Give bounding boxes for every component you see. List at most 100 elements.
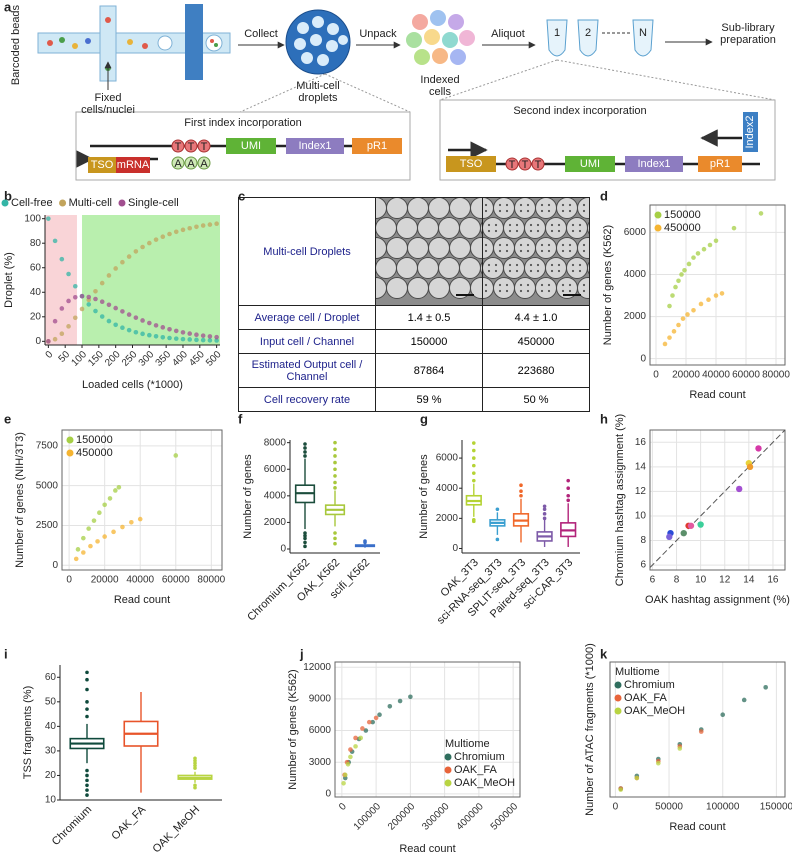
cell-dot xyxy=(540,209,544,213)
droplet xyxy=(459,217,481,239)
y-axis-label: TSS fragments (%) xyxy=(22,686,34,780)
cell-dot xyxy=(484,289,488,293)
cell-dot xyxy=(582,249,586,253)
cell-dot xyxy=(547,289,551,293)
y-tick-label: 10 xyxy=(45,795,57,806)
panel-frame xyxy=(609,661,786,798)
droplet xyxy=(428,277,450,299)
data-point xyxy=(370,719,375,725)
cell-dot xyxy=(568,209,572,213)
data-point xyxy=(701,246,707,252)
block-label: pR1 xyxy=(367,140,387,152)
inset-title: First index incorporation xyxy=(184,117,301,129)
data-point xyxy=(52,238,58,244)
mrna-block xyxy=(116,157,150,173)
droplet xyxy=(428,237,450,259)
droplet-label: Multi-cell droplets xyxy=(296,80,340,104)
outlier xyxy=(472,463,476,468)
table-cell: 1.4 ± 0.5 xyxy=(375,305,483,330)
data-point xyxy=(46,216,51,221)
data-point xyxy=(79,306,85,312)
outlier xyxy=(333,536,337,541)
panel-label: e xyxy=(4,411,11,426)
data-point xyxy=(95,539,100,544)
droplet xyxy=(407,197,429,219)
cell-dot xyxy=(505,209,509,213)
tso-block xyxy=(88,157,116,173)
data-point xyxy=(93,296,98,302)
image-cell xyxy=(365,197,502,306)
cell-dot xyxy=(571,263,575,267)
block-label: mRNA xyxy=(117,159,150,171)
cells-label: Indexed cells xyxy=(420,74,460,98)
y-axis-label: Number of genes xyxy=(242,454,254,539)
tubes xyxy=(546,19,654,57)
data-point xyxy=(52,318,58,324)
pr1-block xyxy=(698,156,742,172)
droplet xyxy=(514,197,536,219)
y-tick-label: 4000 xyxy=(624,269,647,280)
data-point xyxy=(200,223,206,228)
y-tick-label: 9000 xyxy=(309,694,332,705)
droplet xyxy=(480,217,502,239)
block-label: Index1 xyxy=(298,140,331,152)
data-point xyxy=(676,322,681,328)
droplet xyxy=(396,217,418,239)
droplet xyxy=(472,197,494,219)
data-point xyxy=(137,516,143,522)
x-tick-label: 300 xyxy=(137,349,157,369)
data-point xyxy=(113,266,118,271)
y-tick-label: 40 xyxy=(30,287,42,298)
cell-dot xyxy=(487,223,491,227)
tube-label: 1 xyxy=(554,27,560,39)
data-point xyxy=(147,320,152,326)
data-point xyxy=(153,333,159,339)
y-tick-label: 6000 xyxy=(309,725,332,736)
data-point xyxy=(111,529,116,535)
cell-dot xyxy=(550,263,554,267)
outlier xyxy=(542,504,547,509)
droplet xyxy=(438,217,460,239)
data-point xyxy=(207,334,213,339)
data-point xyxy=(200,333,206,338)
data-point xyxy=(719,291,725,296)
y-axis-label: Number of genes (NIH/3T3) xyxy=(14,432,26,568)
table-cell: Estimated Output cell / Channel xyxy=(238,353,376,388)
cell-dot xyxy=(498,209,502,213)
droplet xyxy=(386,237,408,259)
block-label: Index1 xyxy=(637,158,670,170)
outlier xyxy=(472,518,476,522)
cell-dot xyxy=(508,263,512,267)
panel-border xyxy=(609,661,786,798)
data-point xyxy=(194,332,199,337)
data-point xyxy=(59,256,65,262)
data-point xyxy=(397,698,403,704)
data-point xyxy=(99,280,105,286)
droplet xyxy=(449,197,471,219)
droplet xyxy=(503,257,525,279)
droplet xyxy=(396,257,418,279)
base: T xyxy=(535,159,542,171)
data-point xyxy=(348,754,353,760)
y-tick-label: 20 xyxy=(45,770,57,781)
y-tick-label: 8 xyxy=(640,535,646,546)
droplet xyxy=(493,197,515,219)
legend-marker xyxy=(614,694,622,702)
cell-dot xyxy=(557,269,561,273)
cell-dot xyxy=(519,203,523,207)
droplet xyxy=(524,217,546,239)
y-tick-label: 0 xyxy=(452,543,458,554)
cell-dot xyxy=(571,229,575,233)
x-tick-label: 16 xyxy=(767,575,779,586)
data-point xyxy=(180,227,186,233)
outlier xyxy=(85,700,89,704)
cell-dot xyxy=(529,223,533,227)
y-tick-label: 10 xyxy=(635,511,647,522)
data-point xyxy=(214,338,219,343)
data-point xyxy=(387,703,393,709)
droplet xyxy=(417,257,439,279)
droplets xyxy=(294,16,348,66)
x-tick-label: 200 xyxy=(103,349,123,369)
y-tick-label: 16 xyxy=(635,437,647,448)
data-point xyxy=(120,524,125,530)
